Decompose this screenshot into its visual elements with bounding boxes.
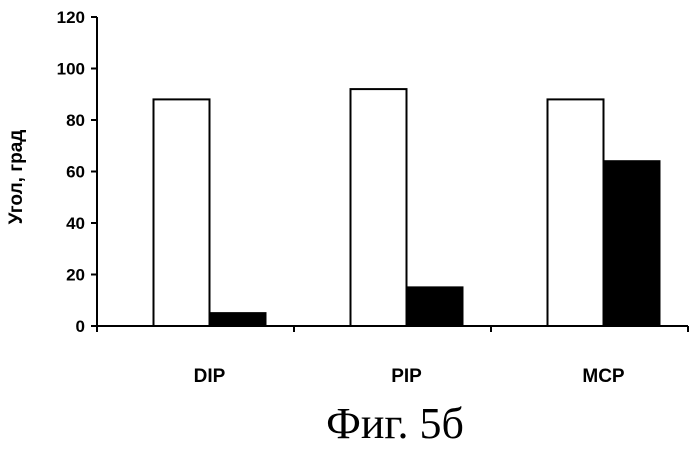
- x-axis-labels: DIP PIP MCP: [194, 366, 625, 387]
- y-tick-label: 0: [76, 317, 85, 336]
- bar-pip-series-1: [351, 89, 407, 326]
- bar-mcp-series-1: [548, 99, 604, 326]
- y-tick-label: 120: [57, 8, 85, 27]
- x-category-label: DIP: [194, 366, 226, 387]
- bar-mcp-series-2: [604, 161, 660, 326]
- bar-dip-series-2: [210, 313, 266, 326]
- y-axis-title: Угол, град: [6, 130, 27, 225]
- bar-pip-series-2: [407, 287, 463, 326]
- y-tick-label: 80: [66, 111, 85, 130]
- y-tick-label: 20: [66, 266, 85, 285]
- figure-caption: Фиг. 5б: [326, 399, 464, 448]
- y-tick-label: 60: [66, 163, 85, 182]
- bar-dip-series-1: [154, 99, 210, 326]
- x-category-label: PIP: [391, 366, 422, 387]
- y-tick-label: 100: [57, 60, 85, 79]
- chart-bars: [154, 89, 660, 326]
- y-axis-ticks: 0 20 40 60 80 100 120: [57, 8, 97, 336]
- x-category-label: MCP: [582, 366, 625, 387]
- y-tick-label: 40: [66, 214, 85, 233]
